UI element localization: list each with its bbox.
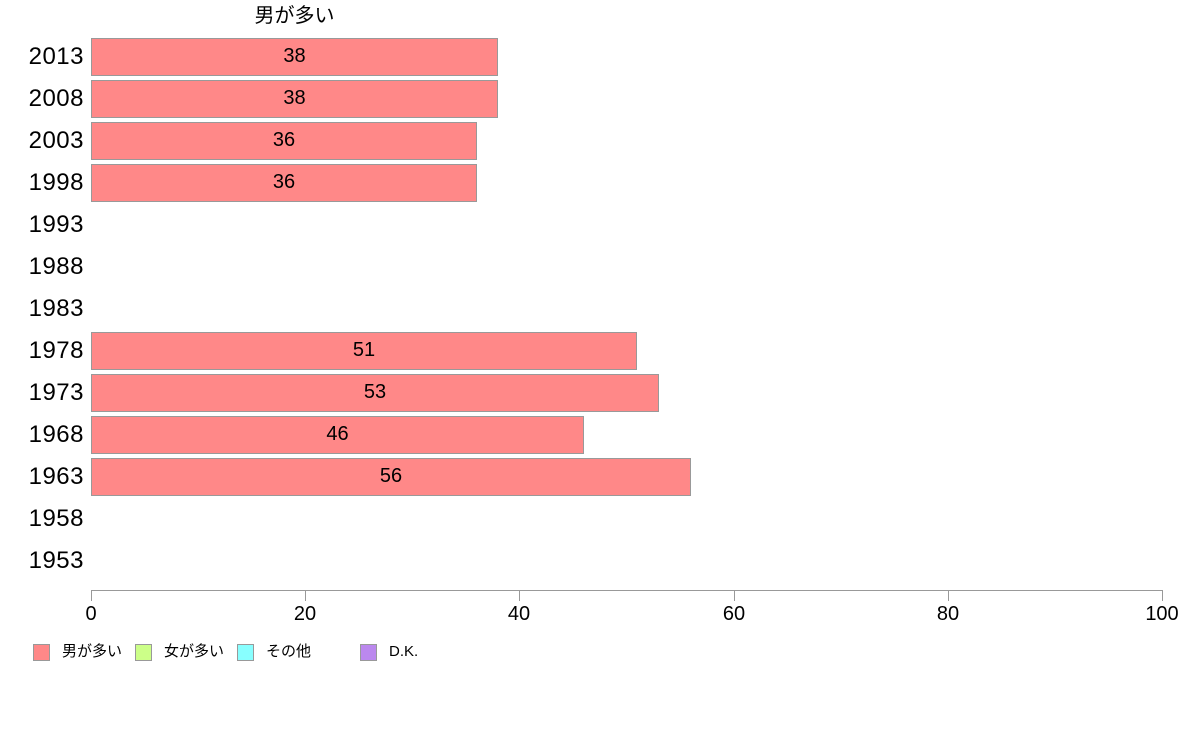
chart-row: 1993 (0, 204, 1188, 246)
x-axis: 0 20 40 60 80 100 (85, 590, 1179, 632)
legend-item-dk: D.K. (360, 643, 418, 661)
bar: 38 (91, 80, 498, 118)
chart-row: 1958 (0, 498, 1188, 540)
legend-label-women: 女が多い (164, 643, 225, 660)
x-axis-tick-label: 0 (85, 603, 97, 625)
bar-area: 38 (91, 78, 498, 120)
bar-area: 51 (91, 330, 637, 372)
chart-rows: 2013 38 2008 38 2003 36 1998 36 1993 1988 1983 1978… (0, 36, 1188, 582)
bar-value-label: 46 (326, 423, 349, 445)
bar-area: 46 (91, 414, 584, 456)
bar-area: 36 (91, 162, 477, 204)
legend-swatch-men (33, 643, 50, 661)
y-axis-label: 1993 (28, 211, 84, 238)
legend-item-men: 男が多い (33, 643, 122, 661)
bar-value-label: 38 (283, 87, 306, 109)
legend-label-dk: D.K. (389, 643, 419, 660)
bar-value-label: 36 (272, 129, 296, 151)
y-axis-label: 1978 (28, 337, 84, 364)
chart-row: 1978 51 (0, 330, 1188, 372)
y-axis-label: 1953 (28, 547, 84, 574)
chart-row: 2013 38 (0, 36, 1188, 78)
x-axis-tick-label: 60 (722, 603, 746, 625)
chart-row: 1973 53 (0, 372, 1188, 414)
bar-area: 56 (91, 456, 691, 498)
legend-swatch-dk (360, 643, 378, 661)
y-axis-label: 1983 (28, 295, 84, 322)
x-axis-tick (91, 590, 92, 601)
x-axis-tick (734, 590, 735, 601)
x-axis-tick-label: 100 (1145, 603, 1179, 625)
x-axis-tick (1162, 590, 1163, 601)
chart-row: 1988 (0, 246, 1188, 288)
chart-row: 2003 36 (0, 120, 1188, 162)
chart-row: 2008 38 (0, 78, 1188, 120)
legend-item-other: その他 (237, 643, 311, 661)
x-axis-tick (948, 590, 949, 601)
chart-legend: 男が多い 女が多い その他 D.K. (33, 643, 418, 661)
legend-label-other: その他 (266, 643, 312, 660)
chart-row: 1963 56 (0, 456, 1188, 498)
x-axis-tick-label: 80 (936, 603, 960, 625)
x-axis-tick (305, 590, 306, 601)
y-axis-label: 2013 (28, 43, 84, 70)
bar: 46 (91, 416, 584, 454)
x-axis-tick (519, 590, 520, 601)
bar-value-label: 38 (283, 45, 306, 67)
bar: 51 (91, 332, 637, 370)
y-axis-label: 1968 (28, 421, 84, 448)
chart-row: 1998 36 (0, 162, 1188, 204)
y-axis-label: 2008 (28, 85, 84, 112)
legend-item-women: 女が多い (135, 643, 224, 661)
bar: 38 (91, 38, 498, 76)
bar-value-label: 51 (352, 339, 376, 361)
chart-row: 1953 (0, 540, 1188, 582)
legend-swatch-women (135, 643, 153, 661)
bar: 53 (91, 374, 659, 412)
chart-title: 男が多い (254, 5, 335, 27)
y-axis-label: 1963 (28, 463, 84, 490)
y-axis-label: 1958 (28, 505, 84, 532)
bar: 56 (91, 458, 691, 496)
x-axis-line (91, 590, 1162, 591)
y-axis-label: 1973 (28, 379, 84, 406)
bar-value-label: 56 (379, 465, 403, 487)
chart-row: 1983 (0, 288, 1188, 330)
bar-area: 38 (91, 36, 498, 78)
x-axis-tick-label: 40 (507, 603, 531, 625)
x-axis-tick-label: 20 (293, 603, 317, 625)
bar: 36 (91, 122, 477, 160)
y-axis-label: 1998 (28, 169, 84, 196)
chart-row: 1968 46 (0, 414, 1188, 456)
bar-area: 36 (91, 120, 477, 162)
legend-label-men: 男が多い (62, 643, 123, 660)
y-axis-label: 2003 (28, 127, 84, 154)
bar-area: 53 (91, 372, 659, 414)
bar: 36 (91, 164, 477, 202)
bar-value-label: 53 (363, 381, 387, 403)
legend-swatch-other (237, 643, 255, 661)
y-axis-label: 1988 (28, 253, 84, 280)
bar-value-label: 36 (272, 171, 296, 193)
